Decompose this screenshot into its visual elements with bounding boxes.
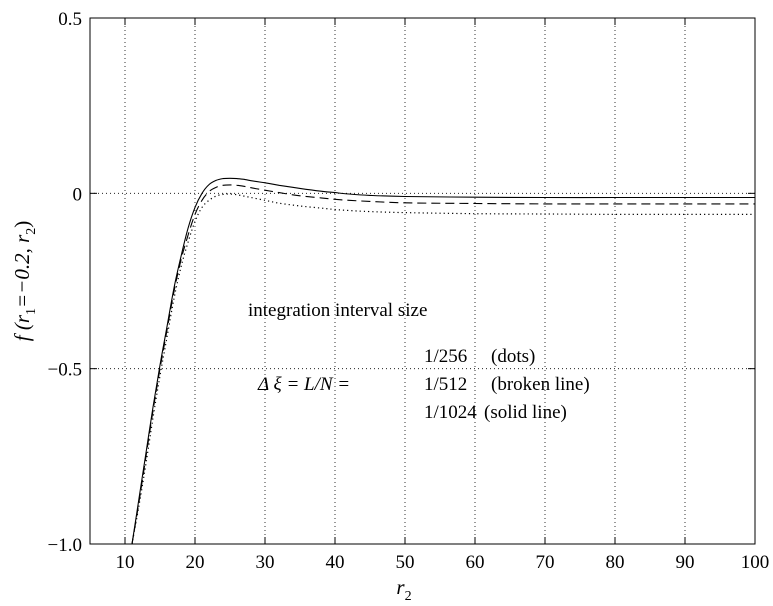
x-tick-label: 70 [536,552,555,573]
annotation-desc-1: (broken line) [491,374,590,395]
x-tick-label: 20 [186,552,205,573]
y-tick-label: −1.0 [48,535,82,556]
y-tick-label: 0.5 [58,9,82,30]
grid [90,18,755,544]
x-axis-label-subscript: 2 [405,589,412,604]
x-tick-label: 80 [606,552,625,573]
y-tick-label: 0 [73,184,83,205]
x-axis-label: r2 [396,575,411,604]
annotation-value-2: 1/1024 [424,402,477,423]
x-tick-label: 40 [326,552,345,573]
y-axis-label: f (r1=−0.2, r2) [10,221,39,342]
y-tick-label: −0.5 [48,360,82,381]
x-tick-label: 90 [676,552,695,573]
series-line-dashed [131,184,755,545]
x-tick-label: 60 [466,552,485,573]
series-line-dotted [131,193,755,545]
series-line-solid [131,177,755,545]
annotation-value-0: 1/256 [424,346,467,367]
annotation-desc-0: (dots) [491,346,535,367]
annotation-desc-2: (solid line) [484,402,567,423]
x-tick-label: 30 [256,552,275,573]
annotation-value-1: 1/512 [424,374,467,395]
x-tick-label: 10 [116,552,135,573]
annotation-title: integration interval size [248,300,427,321]
x-tick-label: 50 [396,552,415,573]
ticks: 10 20 30 40 50 60 70 80 90 100 −1.0 −0.5 0 0.5 [48,9,770,573]
annotation-formula: Δ ξ = L/N = [257,374,350,395]
series-group [131,177,755,545]
plot-frame [89,17,756,545]
x-tick-label: 100 [741,552,770,573]
